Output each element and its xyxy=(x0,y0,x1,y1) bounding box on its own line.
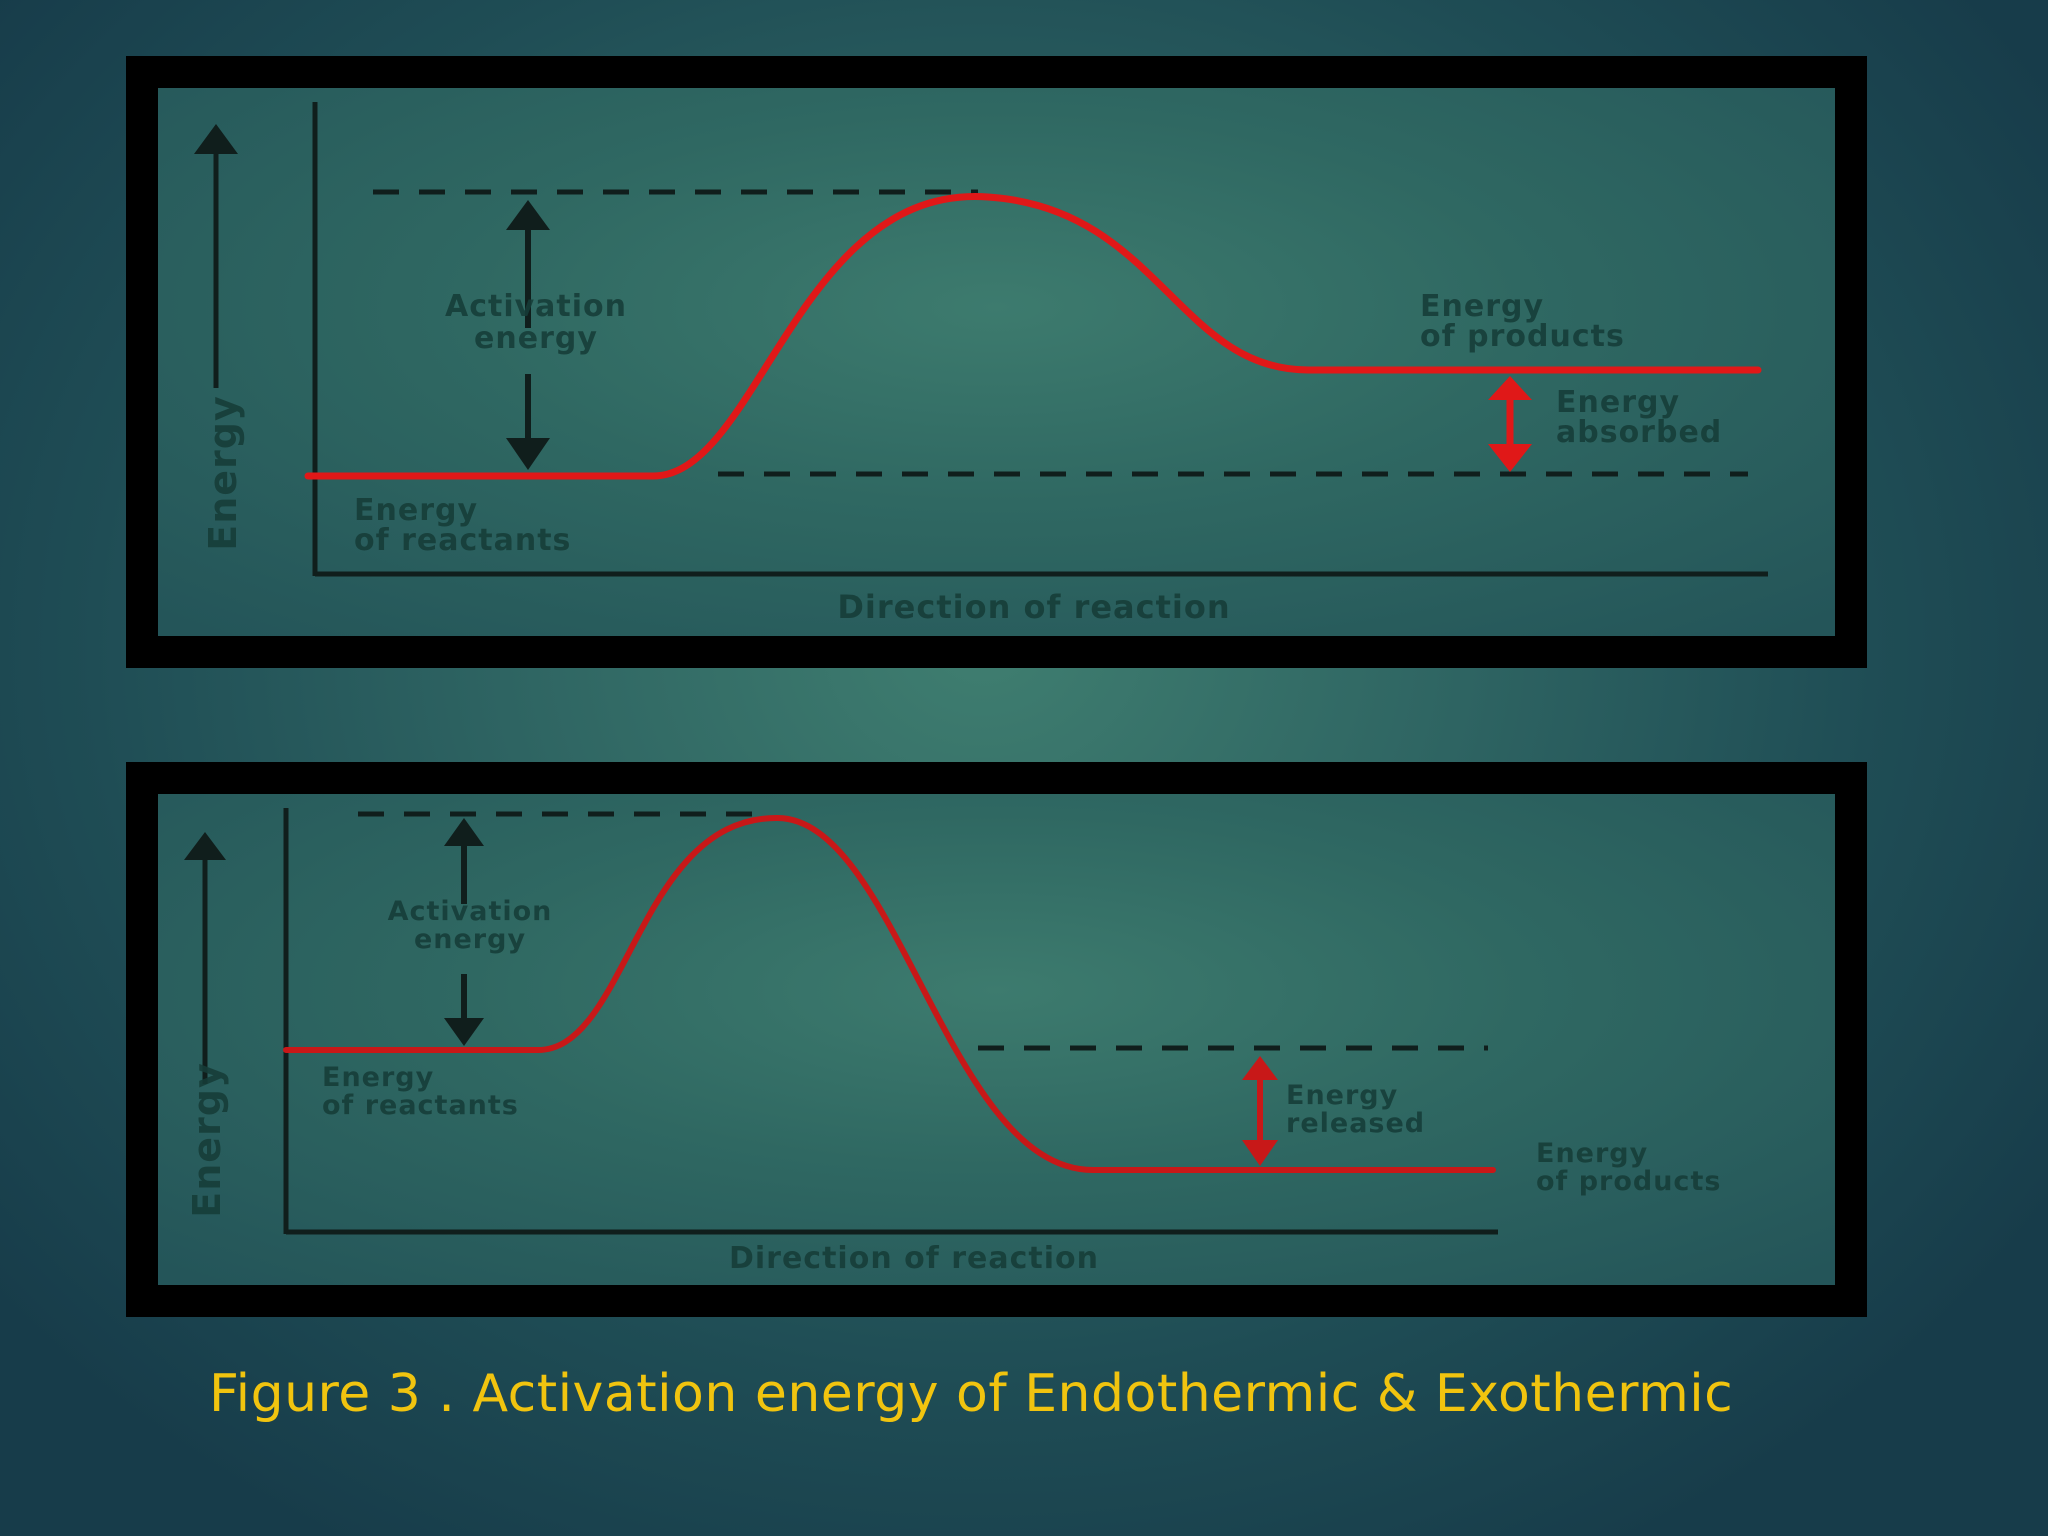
energy-absorbed-up-icon xyxy=(1488,376,1532,400)
energy-up-arrow-icon xyxy=(184,832,226,860)
activation-label-line2: energy xyxy=(414,924,526,955)
reactants-label-line2: of reactants xyxy=(354,523,571,558)
figure-caption: Figure 3 . Activation energy of Endother… xyxy=(209,1364,1734,1424)
activation-label-line1: Activation xyxy=(445,289,627,324)
delta-label-line2: absorbed xyxy=(1556,415,1722,450)
exothermic-diagram-svg: Energy Activation energy Energy of react… xyxy=(184,808,1721,1276)
delta-label-line1: Energy xyxy=(1286,1080,1398,1111)
activation-label-line1: Activation xyxy=(388,896,553,927)
endothermic-diagram: Energy Activation energy Energy of react… xyxy=(158,88,1835,636)
energy-released-down-icon xyxy=(1242,1140,1278,1166)
x-axis-label: Direction of reaction xyxy=(729,1241,1099,1276)
activation-arrow-up-icon xyxy=(444,818,484,846)
y-axis-label: Energy xyxy=(185,1062,229,1218)
activation-label-line2: energy xyxy=(474,321,598,356)
energy-released-up-icon xyxy=(1242,1056,1278,1080)
products-label-line1: Energy xyxy=(1536,1138,1648,1169)
reactants-label-line1: Energy xyxy=(322,1062,434,1093)
reactants-label-line2: of reactants xyxy=(322,1090,519,1121)
activation-arrow-up-icon xyxy=(506,200,550,230)
exothermic-diagram: Energy Activation energy Energy of react… xyxy=(158,794,1835,1285)
endothermic-diagram-frame: Energy Activation energy Energy of react… xyxy=(126,56,1867,668)
reaction-curve xyxy=(283,814,1496,1173)
delta-label-line1: Energy xyxy=(1556,385,1680,420)
products-label-line2: of products xyxy=(1536,1166,1721,1197)
endothermic-diagram-svg: Energy Activation energy Energy of react… xyxy=(194,102,1768,626)
activation-arrow-down-icon xyxy=(444,1018,484,1046)
reaction-curve xyxy=(304,193,1762,480)
products-label-line1: Energy xyxy=(1420,289,1544,324)
energy-up-arrow-icon xyxy=(194,124,238,154)
y-axis-label: Energy xyxy=(201,395,245,551)
activation-arrow-down-icon xyxy=(506,438,550,470)
products-label-line2: of products xyxy=(1420,319,1625,354)
exothermic-diagram-frame: Energy Activation energy Energy of react… xyxy=(126,762,1867,1317)
reactants-label-line1: Energy xyxy=(354,493,478,528)
delta-label-line2: released xyxy=(1286,1108,1425,1139)
energy-absorbed-down-icon xyxy=(1488,444,1532,472)
x-axis-label: Direction of reaction xyxy=(837,588,1230,626)
